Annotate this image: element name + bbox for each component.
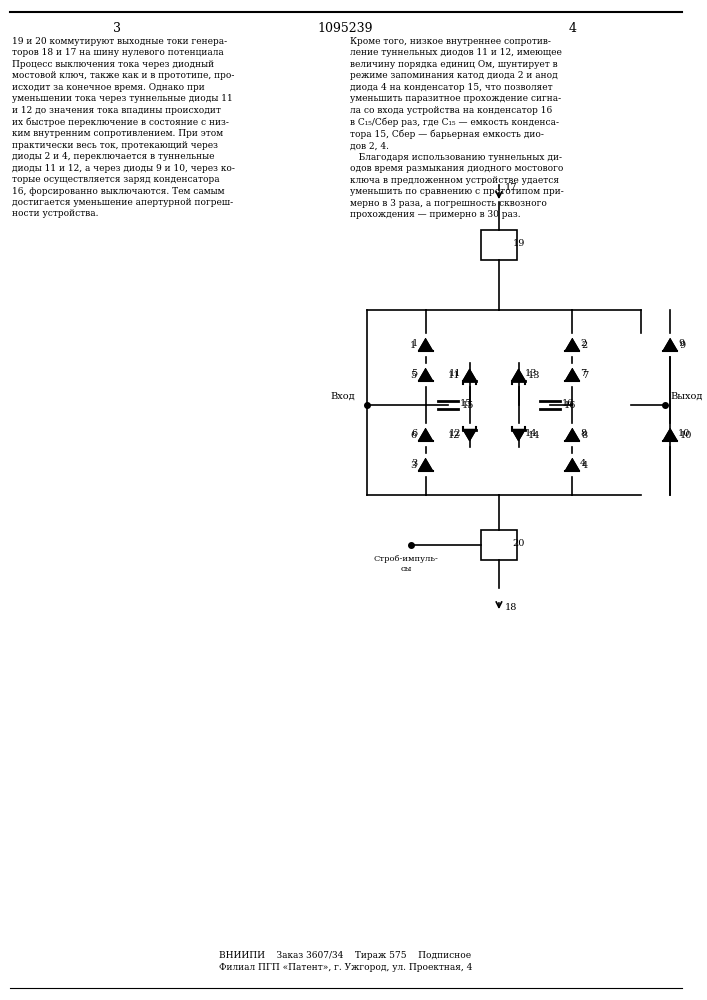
Text: Выход: Выход [670, 392, 703, 401]
Text: Кроме того, низкое внутреннее сопротив-
ление туннельных диодов 11 и 12, имеющее: Кроме того, низкое внутреннее сопротив- … [350, 37, 564, 219]
Text: 1: 1 [410, 340, 416, 350]
Text: 20: 20 [513, 538, 525, 548]
Bar [481, 230, 517, 260]
Polygon shape [419, 369, 433, 381]
Text: 4: 4 [582, 460, 588, 470]
Text: 7: 7 [580, 368, 586, 377]
Text: 5: 5 [410, 370, 416, 379]
Polygon shape [419, 459, 433, 471]
Polygon shape [419, 339, 433, 351]
Text: 9: 9 [679, 340, 686, 350]
Polygon shape [463, 430, 476, 440]
Bar [481, 530, 517, 560]
Text: 2: 2 [580, 338, 586, 348]
Text: 10: 10 [678, 428, 690, 438]
Polygon shape [663, 339, 677, 351]
Text: 3: 3 [113, 22, 122, 35]
Polygon shape [512, 430, 525, 440]
Polygon shape [566, 369, 579, 381]
Polygon shape [419, 429, 433, 441]
Text: 14: 14 [525, 428, 537, 438]
Text: 3: 3 [411, 458, 418, 468]
Text: 15: 15 [462, 400, 474, 410]
Text: 12: 12 [448, 430, 460, 440]
Text: 14: 14 [527, 430, 540, 440]
Text: 13: 13 [525, 368, 537, 377]
Text: 11: 11 [449, 368, 462, 377]
Polygon shape [663, 429, 677, 441]
Text: 6: 6 [410, 430, 416, 440]
Polygon shape [566, 339, 579, 351]
Text: Строб-импуль-: Строб-импуль- [373, 555, 438, 563]
Text: 12: 12 [449, 428, 462, 438]
Text: 16: 16 [563, 400, 576, 410]
Text: 4: 4 [580, 458, 586, 468]
Text: 9: 9 [678, 338, 684, 348]
Polygon shape [463, 369, 476, 380]
Text: 11: 11 [448, 370, 460, 379]
Text: 7: 7 [582, 370, 588, 379]
Text: Вход: Вход [330, 392, 355, 401]
Text: 6: 6 [411, 428, 418, 438]
Text: 15: 15 [460, 398, 472, 408]
Text: 1095239: 1095239 [317, 22, 373, 35]
Text: 8: 8 [580, 428, 586, 438]
Polygon shape [566, 459, 579, 471]
Text: ВНИИПИ    Заказ 3607/34    Тираж 575    Подписное
Филиал ПГП «Патент», г. Ужгоро: ВНИИПИ Заказ 3607/34 Тираж 575 Подписное… [218, 950, 472, 972]
Text: 17: 17 [505, 184, 518, 192]
Text: 8: 8 [582, 430, 588, 440]
Text: 1: 1 [411, 338, 418, 348]
Text: 19: 19 [513, 238, 525, 247]
Polygon shape [512, 369, 525, 380]
Polygon shape [566, 429, 579, 441]
Text: 13: 13 [527, 370, 540, 379]
Text: сы: сы [400, 565, 411, 573]
Text: 2: 2 [582, 340, 588, 350]
Text: 10: 10 [679, 430, 692, 440]
Text: 4: 4 [568, 22, 576, 35]
Text: 5: 5 [411, 368, 418, 377]
Text: 16: 16 [561, 398, 574, 408]
Text: 18: 18 [505, 603, 518, 612]
Text: 19 и 20 коммутируют выходные токи генера-
торов 18 и 17 на шину нулевого потенци: 19 и 20 коммутируют выходные токи генера… [12, 37, 235, 218]
Text: 3: 3 [410, 460, 416, 470]
